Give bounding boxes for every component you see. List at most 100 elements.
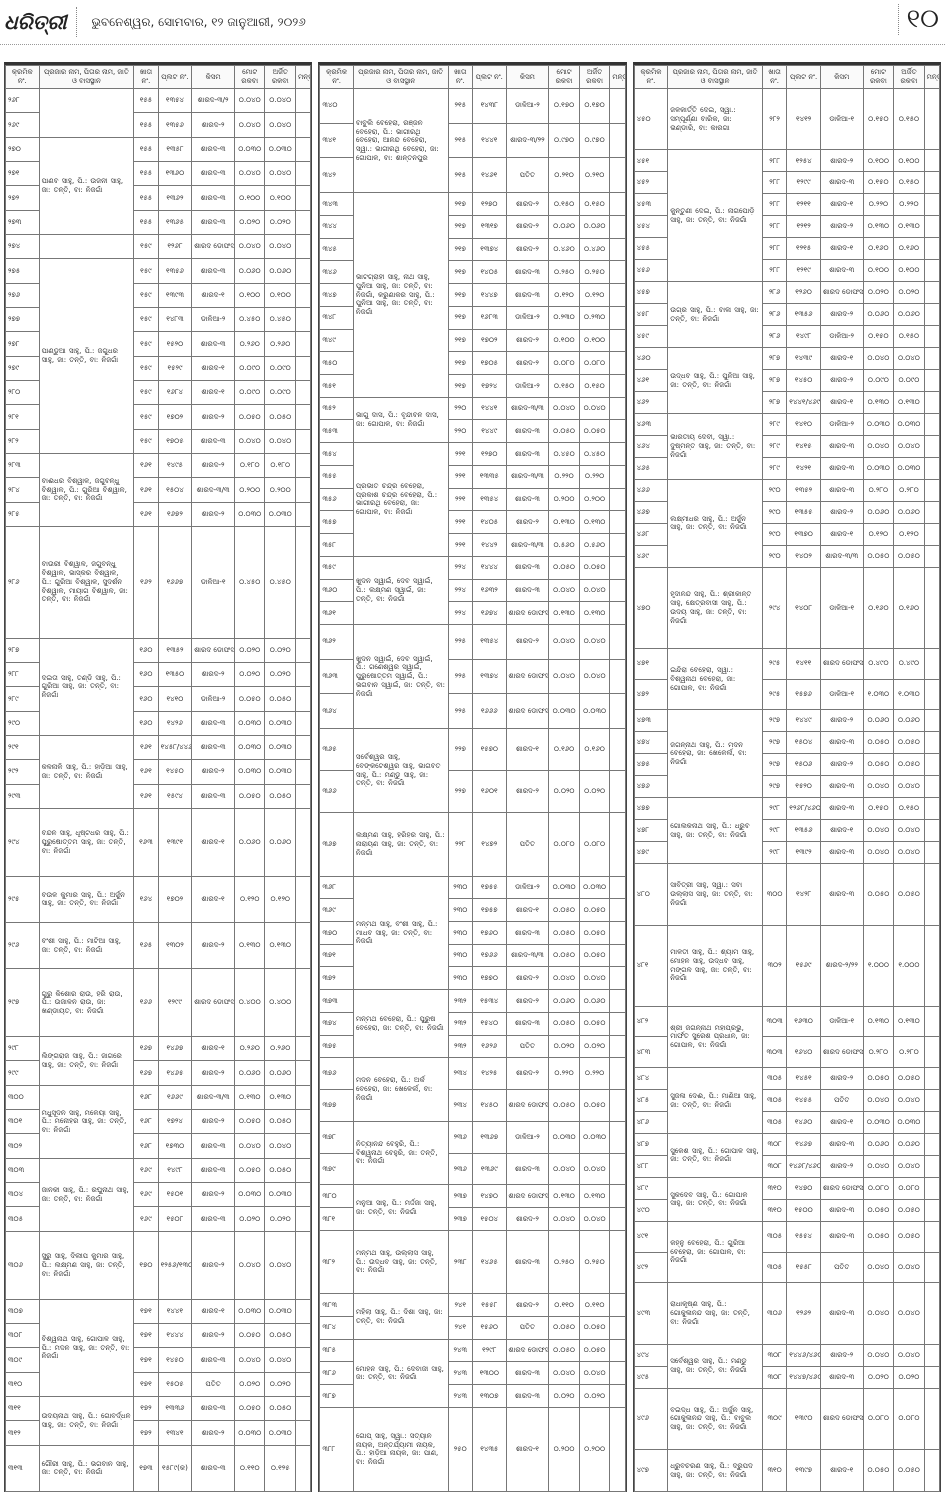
tenant-name-cell: ଦଇତା ସାହୁ, ତଣ୍ଡି ସାହୁ, ପି.: ଗୁରିଆ ସାହୁ, …: [38, 637, 135, 736]
plot-cell: ୧୨୭୦: [471, 442, 507, 466]
acquired-area-cell: ୦.୪୫୦: [264, 306, 297, 333]
khata-cell: ୨୮୯: [761, 435, 788, 458]
total-area-cell: ୦.୦୪୦: [862, 1089, 895, 1112]
serial-cell: ୨୮୯: [5, 686, 40, 712]
serial-cell: ୨୯୯: [5, 1060, 40, 1086]
serial-cell: ୪୫୩: [633, 193, 669, 217]
acquired-area-cell: ୦.୧୩୦: [893, 391, 925, 415]
khata-cell: ୨୩୦: [447, 875, 473, 900]
total-area-cell: ୦.୦୫୦: [548, 943, 580, 968]
plot-cell: ୧୭୬୦: [471, 921, 507, 945]
serial-cell: ୩୬୪: [319, 693, 354, 730]
plot-cell: ୧୫୦୫: [157, 1371, 193, 1398]
khata-cell: ୧୬୫: [133, 921, 159, 970]
khata-cell: ୨୯୭: [761, 709, 788, 733]
kisam-cell: ଶାରଦ-୨: [505, 510, 550, 535]
kisam-cell: ଶାରଦ-୩: [505, 555, 550, 580]
plot-cell: ୧୪୫୦: [157, 1347, 193, 1373]
serial-cell: ୩୪୯: [319, 328, 354, 353]
table-row: ୨୯୦ ୧୬୦ ୧୪୨୬ ଶାରଦ-୩ ୦.୦୩୦ ୦.୦୩୦: [5, 710, 312, 736]
table-row: ୨୭୦ ପାଣବ ସାହୁ, ପି.: ଉଜନୀ ସାହୁ, ଜା: ତନ୍ତି,…: [5, 136, 312, 235]
table-row: ୪୬୮ ୨୯୦ ୧୩୭୦ ଶାରଦ-୧ ୦.୧୨୦ ୦.୧୨୦: [633, 522, 940, 546]
kisam-cell: ଶାରଦ-୩: [191, 1444, 235, 1492]
khata-cell: ୨୧୭: [447, 305, 473, 330]
plot-cell: ୧୪୮୩: [157, 306, 193, 333]
table-column-3: କ୍ରମିକ ନଂ. ପ୍ରଜାର ନାମ, ପିତାର ନାମ, ଜାତି ଓ …: [632, 62, 941, 1492]
acquired-area-cell: ୦.୦୫୦: [578, 555, 611, 580]
khata-cell: ୧୬୦: [133, 661, 159, 688]
plot-cell: ୧୨୬୦: [786, 281, 821, 305]
serial-cell: ୪୫୭: [633, 281, 669, 305]
serial-cell: ୪୭୬: [633, 775, 669, 799]
total-area-cell: ୦.୦୫୦: [548, 555, 580, 580]
khata-cell: ୨୨୧: [447, 533, 473, 557]
remarks-cell: [295, 783, 312, 809]
table-row: ୩୬୨ ଖୁଦନ ସ୍ୱାଇଁ, ଦେବ ସ୍ୱାଇଁ, ପି.: ଗଣେଶ୍ୱର…: [319, 623, 626, 730]
khata-cell: ୨୩୦: [447, 943, 473, 968]
table-row: ୩୪୪ ୨୧୭ ୧୩୧୭ ଶାରଦ-୨ ୦.୦୬୦ ୦.୦୬୦: [319, 215, 626, 239]
khata-cell: ୩୧୦: [761, 1198, 788, 1222]
khata-cell: ୨୨୪: [447, 578, 473, 603]
acquired-area-cell: ୦.୦୬୦: [578, 989, 611, 1013]
total-area-cell: ୦.୧୦୦: [233, 282, 266, 308]
table-row: ୩୮୬ ୨୪୩ ୧୩୦୦ ଶାରଦ-୩ ୦.୦୪୦ ୦.୦୪୦: [319, 1361, 626, 1386]
header-serial: କ୍ରମିକ ନଂ.: [633, 65, 669, 89]
remarks-cell: [609, 966, 626, 991]
plot-cell: ୧୪୪୪: [157, 1323, 193, 1349]
table-row: ୩୧୦ ୧୭୧ ୧୫୦୫ ପତିତ ୦.୦୨୦ ୦.୦୨୦: [5, 1371, 312, 1398]
plot-cell: ୧୩୯୧: [157, 807, 193, 877]
table-row: ୪୯୧ କହ୍ନୁ ବେହେରା, ପି.: ଗୁରିଆ ବେହେରା, ଜା: …: [633, 1220, 940, 1284]
table-row: ୩୭୪ ୨୩୨ ୧୫୪୦ ଶାରଦ-୩ ୦.୦୫୦ ୦.୦୫୦: [319, 1011, 626, 1036]
serial-cell: ୪୭୦: [633, 566, 669, 649]
page-number: ୧୦: [897, 4, 939, 35]
kisam-cell: ଶାରଦ-୧: [191, 1036, 235, 1062]
total-area-cell: ୦.୦୩୦: [233, 1420, 266, 1446]
table-row: ୩୪୯ ୨୧୭ ୧୭୦୨ ଶାରଦ-୨ ୦.୧୦୦ ୦.୧୦୦: [319, 328, 626, 353]
total-area-cell: ୦.୦୪୦: [862, 1154, 895, 1178]
serial-cell: ୨୭୩: [5, 209, 40, 235]
tenant-name-cell: ଉଦ୍ଧବ ସାହୁ, ପି.: ପୁନିଆ ସାହୁ, ଜା: ତନ୍ତି, …: [667, 347, 763, 415]
kisam-cell: ପତିତ: [505, 1034, 550, 1059]
serial-cell: ୪୬୮: [633, 522, 669, 546]
kisam-cell: ଶାରଦ-୧: [819, 193, 864, 217]
kisam-cell: ଶାରଦ-୨: [505, 192, 550, 216]
plot-cell: ୧୪୪୧: [471, 396, 507, 421]
plot-cell: ୧୫୦୧: [157, 1182, 193, 1208]
plot-cell: ୧୫୩୪: [471, 989, 507, 1013]
remarks-cell: [295, 759, 312, 785]
plot-cell: ୧୩୬୯: [471, 1152, 507, 1186]
serial-cell: ୩୦୫: [5, 1206, 40, 1232]
plot-cell: ୧୪୭୦: [471, 1184, 507, 1209]
kisam-cell: ଶାରଦ-୧: [819, 1111, 864, 1134]
remarks-cell: [295, 428, 312, 454]
remarks-cell: [295, 87, 312, 114]
acquired-area-cell: ୧.୦୦୦: [893, 924, 925, 1007]
kisam-cell: ଶାରଦ-୨: [191, 1230, 235, 1300]
kisam-cell: ଶାରଦ-୩: [505, 442, 550, 466]
serial-cell: ୪୮୫: [633, 1089, 669, 1112]
total-area-cell: ୦.୦୫୦: [233, 783, 266, 809]
plot-cell: ୧୪୫୦: [471, 1089, 507, 1122]
kisam-cell: ଶାରଦ-୨: [505, 351, 550, 376]
kisam-cell: ଡାଳିଆ-୨: [819, 413, 864, 436]
remarks-cell: [923, 731, 940, 755]
acquired-area-cell: ୦.୦୫୦: [578, 1011, 611, 1036]
remarks-cell: [923, 369, 940, 393]
kisam-cell: ଶାରଦ ଡୋଫସଲି-୨/୨: [819, 647, 864, 680]
total-area-cell: ୦.୧୫୦: [548, 374, 580, 398]
remarks-cell: [923, 1343, 940, 1367]
plot-cell: ୧୪୯୮: [157, 1157, 193, 1184]
tenant-name-cell: ମନୁଆ ସାହୁ, ପି.: ମର୍ଦ୍ଦଜା ସାହୁ, ଜା: ତନ୍ତି…: [352, 1184, 449, 1231]
total-area-cell: ୦.୦୨୦: [233, 637, 266, 663]
serial-cell: ୪୫୪: [633, 215, 669, 239]
serial-cell: ୩୪୪: [319, 215, 354, 239]
acquired-area-cell: ୦.୨୮୦: [893, 1036, 925, 1069]
remarks-cell: [923, 391, 940, 415]
header-total-area: ମୋଟ ରକବା: [862, 65, 895, 89]
remarks-cell: [609, 1338, 626, 1363]
plot-cell: ୧୪୬୮/୪୬୦୯: [786, 1154, 821, 1178]
plot-cell: ୧୪୫୦: [157, 759, 193, 785]
khata-cell: ୨୧୭: [447, 351, 473, 376]
serial-cell: ୪୮୭: [633, 1132, 669, 1156]
header-row: କ୍ରମିକ ନଂ. ପ୍ରଜାର ନାମ, ପିତାର ନାମ, ଜାତି ଓ …: [5, 65, 312, 89]
